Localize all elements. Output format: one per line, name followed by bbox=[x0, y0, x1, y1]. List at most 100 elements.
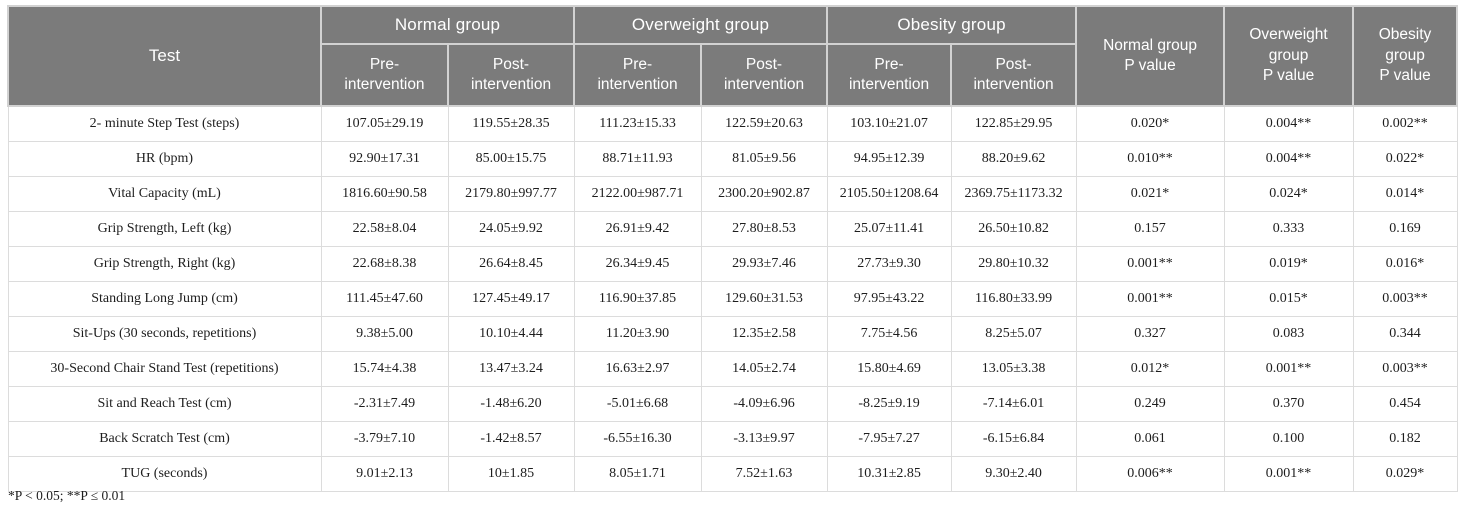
p-value-cell: 0.029* bbox=[1352, 456, 1458, 492]
value-cell: 111.23±15.33 bbox=[573, 105, 702, 142]
table-row: Grip Strength, Right (kg) 22.68±8.38 26.… bbox=[7, 246, 1458, 282]
value-cell: 7.52±1.63 bbox=[700, 456, 828, 492]
table-header: Test Normal group Overweight group Obesi… bbox=[7, 5, 1459, 107]
value-cell: 22.68±8.38 bbox=[320, 246, 449, 282]
p-value-cell: 0.083 bbox=[1223, 316, 1354, 352]
value-cell: 7.75±4.56 bbox=[826, 316, 952, 352]
value-cell: 13.47±3.24 bbox=[447, 351, 575, 387]
value-cell: -5.01±6.68 bbox=[573, 386, 702, 422]
table-row: Sit-Ups (30 seconds, repetitions) 9.38±5… bbox=[7, 316, 1458, 352]
table-row: Sit and Reach Test (cm) -2.31±7.49 -1.48… bbox=[7, 386, 1458, 422]
table-body: 2- minute Step Test (steps) 107.05±29.19… bbox=[7, 105, 1458, 492]
value-cell: 127.45±49.17 bbox=[447, 281, 575, 317]
value-cell: 2179.80±997.77 bbox=[447, 176, 575, 212]
table-row: Back Scratch Test (cm) -3.79±7.10 -1.42±… bbox=[7, 421, 1458, 457]
value-cell: 88.20±9.62 bbox=[950, 141, 1077, 177]
column-header-overweight-post: Post- intervention bbox=[700, 43, 829, 107]
value-cell: 94.95±12.39 bbox=[826, 141, 952, 177]
p-value-cell: 0.015* bbox=[1223, 281, 1354, 317]
test-name-cell: Grip Strength, Right (kg) bbox=[7, 246, 322, 282]
test-name-cell: Grip Strength, Left (kg) bbox=[7, 211, 322, 247]
test-name-cell: TUG (seconds) bbox=[7, 456, 322, 492]
column-header-test: Test bbox=[7, 5, 322, 107]
value-cell: 81.05±9.56 bbox=[700, 141, 828, 177]
value-cell: -7.95±7.27 bbox=[826, 421, 952, 457]
value-cell: 9.01±2.13 bbox=[320, 456, 449, 492]
value-cell: 8.05±1.71 bbox=[573, 456, 702, 492]
p-value-cell: 0.182 bbox=[1352, 421, 1458, 457]
table-row: Vital Capacity (mL) 1816.60±90.58 2179.8… bbox=[7, 176, 1458, 212]
p-value-cell: 0.016* bbox=[1352, 246, 1458, 282]
significance-footnote: *P < 0.05; **P ≤ 0.01 bbox=[8, 488, 126, 503]
column-header-obesity-pre: Pre- intervention bbox=[826, 43, 953, 107]
p-value-cell: 0.012* bbox=[1075, 351, 1225, 387]
value-cell: 14.05±2.74 bbox=[700, 351, 828, 387]
value-cell: 26.91±9.42 bbox=[573, 211, 702, 247]
test-name-cell: 2- minute Step Test (steps) bbox=[7, 105, 322, 142]
value-cell: 103.10±21.07 bbox=[826, 105, 952, 142]
value-cell: 111.45±47.60 bbox=[320, 281, 449, 317]
column-header-normal-group: Normal group bbox=[319, 5, 576, 45]
results-table: Test Normal group Overweight group Obesi… bbox=[7, 5, 1459, 492]
column-header-normal-post: Post- intervention bbox=[446, 43, 576, 107]
value-cell: 129.60±31.53 bbox=[700, 281, 828, 317]
value-cell: 22.58±8.04 bbox=[320, 211, 449, 247]
value-cell: -3.79±7.10 bbox=[320, 421, 449, 457]
value-cell: 27.73±9.30 bbox=[826, 246, 952, 282]
p-value-cell: 0.003** bbox=[1352, 351, 1458, 387]
test-name-cell: Sit-Ups (30 seconds, repetitions) bbox=[7, 316, 322, 352]
value-cell: 2105.50±1208.64 bbox=[826, 176, 952, 212]
value-cell: 9.38±5.00 bbox=[320, 316, 449, 352]
value-cell: 27.80±8.53 bbox=[700, 211, 828, 247]
value-cell: -1.48±6.20 bbox=[447, 386, 575, 422]
value-cell: 9.30±2.40 bbox=[950, 456, 1077, 492]
value-cell: 122.59±20.63 bbox=[700, 105, 828, 142]
p-value-cell: 0.002** bbox=[1352, 105, 1458, 142]
column-header-normal-pre: Pre- intervention bbox=[320, 43, 449, 107]
value-cell: 107.05±29.19 bbox=[320, 105, 449, 142]
value-cell: 16.63±2.97 bbox=[573, 351, 702, 387]
sub-header-row: Pre- intervention Post- intervention Pre… bbox=[8, 43, 1457, 107]
p-value-cell: 0.004** bbox=[1223, 105, 1354, 142]
p-value-cell: 0.024* bbox=[1223, 176, 1354, 212]
table-row: 30-Second Chair Stand Test (repetitions)… bbox=[7, 351, 1458, 387]
value-cell: 26.50±10.82 bbox=[950, 211, 1077, 247]
value-cell: -7.14±6.01 bbox=[950, 386, 1077, 422]
table-row: TUG (seconds) 9.01±2.13 10±1.85 8.05±1.7… bbox=[7, 456, 1458, 492]
value-cell: 10±1.85 bbox=[447, 456, 575, 492]
value-cell: -3.13±9.97 bbox=[700, 421, 828, 457]
value-cell: 25.07±11.41 bbox=[826, 211, 952, 247]
value-cell: 85.00±15.75 bbox=[447, 141, 575, 177]
value-cell: 12.35±2.58 bbox=[700, 316, 828, 352]
value-cell: 13.05±3.38 bbox=[950, 351, 1077, 387]
value-cell: 119.55±28.35 bbox=[447, 105, 575, 142]
column-header-overweight-pre: Pre- intervention bbox=[573, 43, 703, 107]
p-value-cell: 0.006** bbox=[1075, 456, 1225, 492]
value-cell: 10.31±2.85 bbox=[826, 456, 952, 492]
column-header-obesity-p-value: Obesity group P value bbox=[1352, 5, 1459, 107]
value-cell: 15.80±4.69 bbox=[826, 351, 952, 387]
p-value-cell: 0.014* bbox=[1352, 176, 1458, 212]
p-value-cell: 0.022* bbox=[1352, 141, 1458, 177]
value-cell: 8.25±5.07 bbox=[950, 316, 1077, 352]
table-row: HR (bpm) 92.90±17.31 85.00±15.75 88.71±1… bbox=[7, 141, 1458, 177]
value-cell: 2300.20±902.87 bbox=[700, 176, 828, 212]
p-value-cell: 0.010** bbox=[1075, 141, 1225, 177]
p-value-cell: 0.001** bbox=[1075, 246, 1225, 282]
value-cell: 2369.75±1173.32 bbox=[950, 176, 1077, 212]
test-name-cell: Sit and Reach Test (cm) bbox=[7, 386, 322, 422]
value-cell: -6.55±16.30 bbox=[573, 421, 702, 457]
value-cell: 122.85±29.95 bbox=[950, 105, 1077, 142]
value-cell: 116.90±37.85 bbox=[573, 281, 702, 317]
value-cell: -4.09±6.96 bbox=[700, 386, 828, 422]
value-cell: 92.90±17.31 bbox=[320, 141, 449, 177]
p-value-cell: 0.021* bbox=[1075, 176, 1225, 212]
column-header-obesity-group: Obesity group bbox=[826, 5, 1078, 45]
p-value-cell: 0.001** bbox=[1223, 456, 1354, 492]
value-cell: 29.93±7.46 bbox=[700, 246, 828, 282]
p-value-cell: 0.020* bbox=[1075, 105, 1225, 142]
test-name-cell: Standing Long Jump (cm) bbox=[7, 281, 322, 317]
table-row: 2- minute Step Test (steps) 107.05±29.19… bbox=[7, 105, 1458, 142]
value-cell: -2.31±7.49 bbox=[320, 386, 449, 422]
